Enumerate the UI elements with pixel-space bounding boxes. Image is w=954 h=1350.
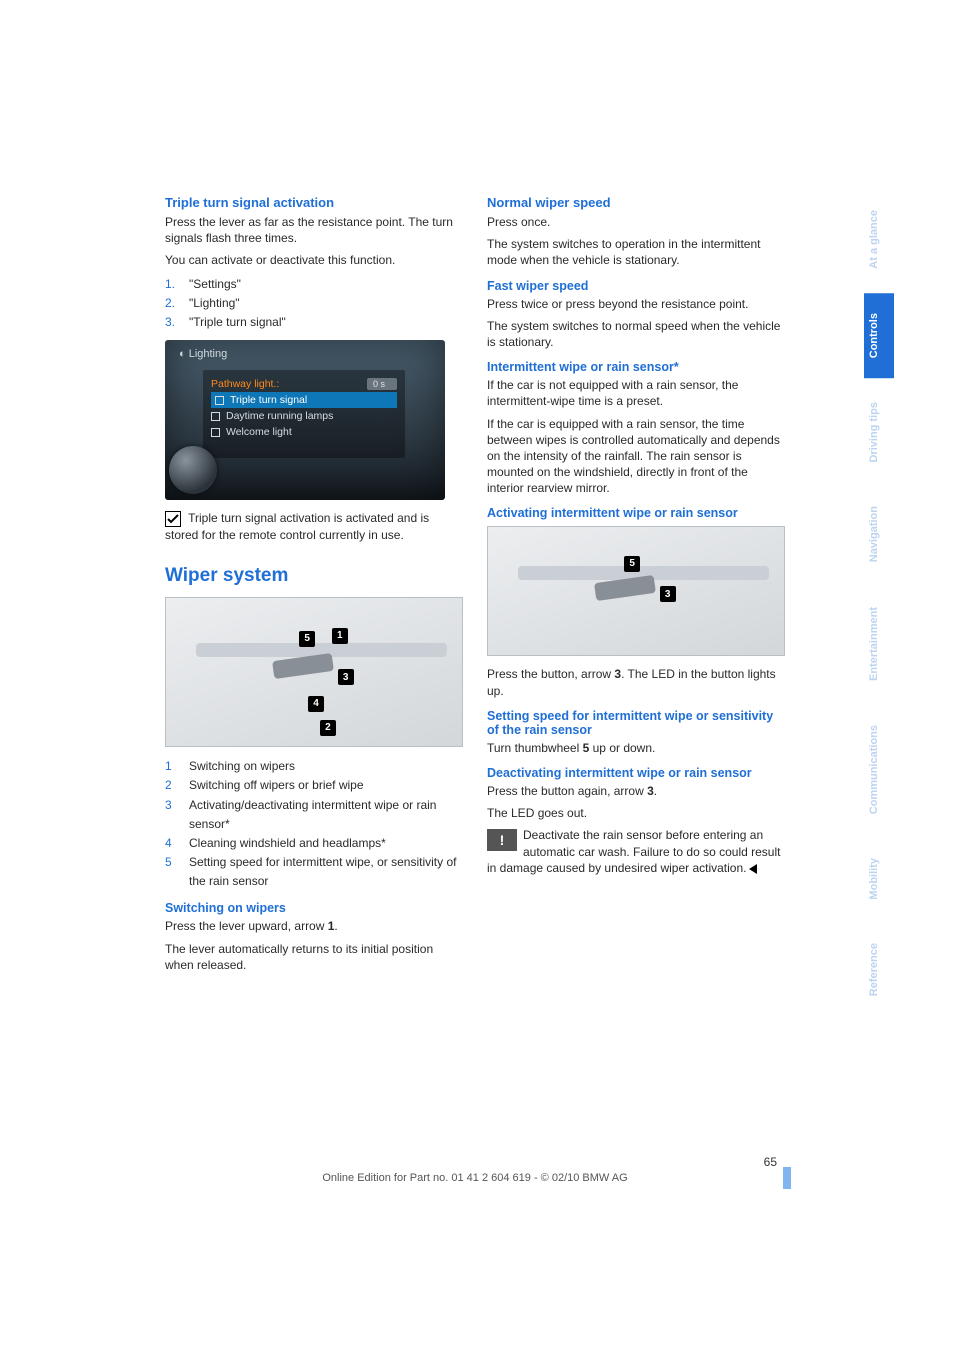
step-num: 3. <box>165 313 179 332</box>
switching-on-heading: Switching on wipers <box>165 901 463 915</box>
idrive-screenshot: ◐ Lighting Pathway light.: 0 s Triple tu… <box>165 340 445 500</box>
deactivate-p2: The LED goes out. <box>487 805 785 821</box>
triple-turn-note: Triple turn signal activation is activat… <box>165 510 463 543</box>
normal-speed-p2: The system switches to operation in the … <box>487 236 785 268</box>
switching-on-p2: The lever automatically returns to its i… <box>165 941 463 973</box>
footer-text: Online Edition for Part no. 01 41 2 604 … <box>165 1172 785 1184</box>
lighting-title-icon: ◐ <box>179 348 189 360</box>
checkmark-icon <box>165 511 181 527</box>
idrive-knob-icon <box>169 446 217 494</box>
step-label: "Settings" <box>189 275 241 294</box>
settings-steps: 1. "Settings" 2. "Lighting" 3. "Triple turn… <box>165 275 463 333</box>
deactivate-heading: Deactivating intermittent wipe or rain s… <box>487 766 785 780</box>
triple-turn-heading: Triple turn signal activation <box>165 195 463 210</box>
diagram-badge-5: 5 <box>299 631 315 647</box>
wiper-legend: 1 Switching on wipers 2 Switching off wipe… <box>165 757 463 891</box>
diagram-badge-4: 4 <box>308 696 324 712</box>
deactivate-warning: ! Deactivate the rain sensor before ente… <box>487 827 785 876</box>
diagram-badge-2: 2 <box>320 720 336 736</box>
tab-entertainment[interactable]: Entertainment <box>864 587 894 701</box>
setspeed-heading: Setting speed for intermittent wipe or s… <box>487 709 785 737</box>
menu-pathway-value: 0 s <box>367 378 397 390</box>
page-number: 65 <box>165 1155 785 1169</box>
step-num: 1. <box>165 275 179 294</box>
legend-num: 1 <box>165 757 179 776</box>
diagram-badge-5b: 5 <box>624 556 640 572</box>
menu-welcome: Welcome light <box>226 426 292 438</box>
legend-text: Switching on wipers <box>189 757 295 776</box>
tab-reference[interactable]: Reference <box>864 923 894 1016</box>
menu-drl: Daytime running lamps <box>226 410 333 422</box>
intermittent-p2: If the car is equipped with a rain senso… <box>487 416 785 497</box>
triple-turn-p1: Press the lever as far as the resistance… <box>165 214 463 246</box>
legend-text: Activating/deactivating intermittent wip… <box>189 796 463 834</box>
wiper-diagram: 5 1 3 4 2 <box>165 597 463 747</box>
deactivate-p1: Press the button again, arrow 3. <box>487 783 785 799</box>
legend-num: 4 <box>165 834 179 853</box>
setspeed-p1: Turn thumbwheel 5 up or down. <box>487 740 785 756</box>
tab-navigation[interactable]: Navigation <box>864 486 894 582</box>
wiper-system-heading: Wiper system <box>165 565 463 587</box>
activate-diagram: 5 3 <box>487 526 785 656</box>
checkbox-icon <box>211 428 220 437</box>
page-number-mark <box>783 1167 791 1189</box>
checkbox-icon <box>211 412 220 421</box>
step-num: 2. <box>165 294 179 313</box>
switching-on-p1: Press the lever upward, arrow 1. <box>165 918 463 934</box>
tab-at-a-glance[interactable]: At a glance <box>864 190 894 289</box>
screenshot-title: Lighting <box>189 348 228 360</box>
intermittent-p1: If the car is not equipped with a rain s… <box>487 377 785 409</box>
tab-mobility[interactable]: Mobility <box>864 838 894 920</box>
end-section-icon <box>749 864 757 874</box>
step-label: "Triple turn signal" <box>189 313 286 332</box>
warning-icon: ! <box>487 829 517 851</box>
activate-heading: Activating intermittent wipe or rain sen… <box>487 506 785 520</box>
diagram-badge-3: 3 <box>338 669 354 685</box>
normal-speed-p1: Press once. <box>487 214 785 230</box>
diagram-badge-1: 1 <box>332 628 348 644</box>
legend-text: Switching off wipers or brief wipe <box>189 776 364 795</box>
side-tabs: At a glance Controls Driving tips Naviga… <box>864 190 894 1017</box>
fast-speed-p1: Press twice or press beyond the resistan… <box>487 296 785 312</box>
checkbox-icon <box>215 396 224 405</box>
legend-text: Cleaning windshield and headlamps* <box>189 834 386 853</box>
step-label: "Lighting" <box>189 294 240 313</box>
fast-speed-p2: The system switches to normal speed when… <box>487 318 785 350</box>
legend-num: 5 <box>165 853 179 891</box>
page-footer: 65 Online Edition for Part no. 01 41 2 6… <box>165 1155 785 1184</box>
menu-triple-turn: Triple turn signal <box>230 394 307 406</box>
menu-pathway-label: Pathway light.: <box>211 378 279 390</box>
legend-num: 2 <box>165 776 179 795</box>
tab-controls[interactable]: Controls <box>864 293 894 378</box>
activate-p1: Press the button, arrow 3. The LED in th… <box>487 666 785 698</box>
legend-text: Setting speed for intermittent wipe, or … <box>189 853 463 891</box>
tab-communications[interactable]: Communications <box>864 705 894 834</box>
triple-turn-p2: You can activate or deactivate this func… <box>165 252 463 268</box>
fast-speed-heading: Fast wiper speed <box>487 279 785 293</box>
tab-driving-tips[interactable]: Driving tips <box>864 382 894 483</box>
normal-speed-heading: Normal wiper speed <box>487 195 785 210</box>
intermittent-heading: Intermittent wipe or rain sensor* <box>487 360 785 374</box>
legend-num: 3 <box>165 796 179 834</box>
diagram-badge-3b: 3 <box>660 586 676 602</box>
